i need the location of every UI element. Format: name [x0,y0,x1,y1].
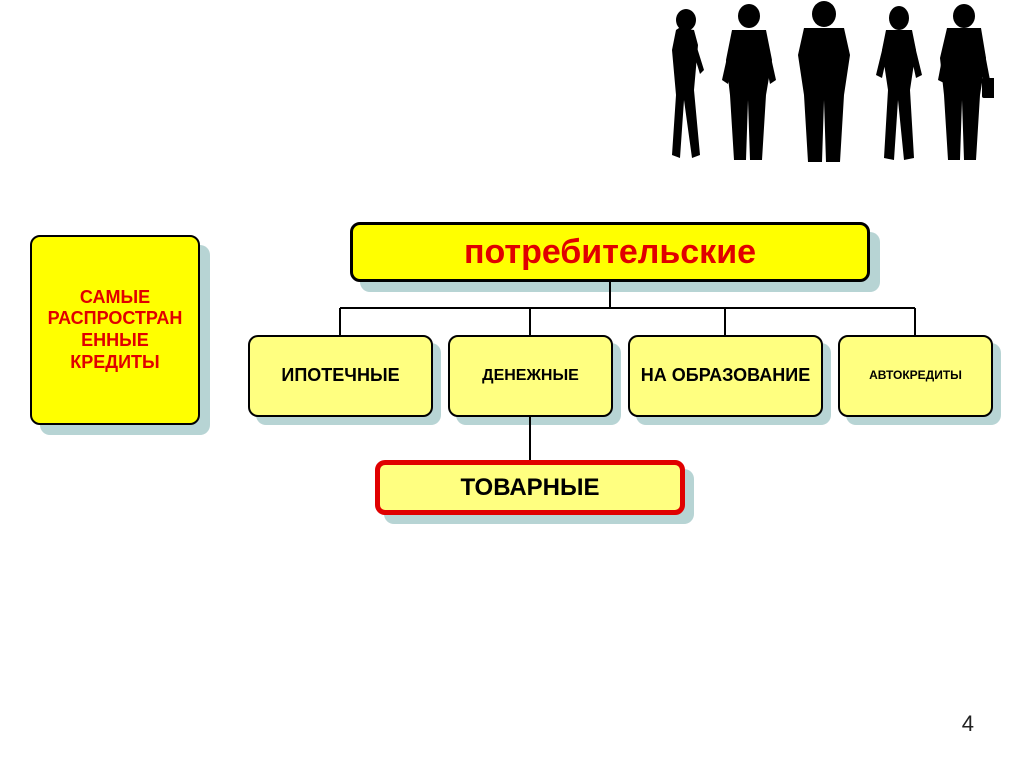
child-text-3: АВТОКРЕДИТЫ [869,369,962,382]
child-box-3: АВТОКРЕДИТЫ [838,335,993,417]
page-number: 4 [962,711,974,737]
root-box: потребительские [350,222,870,282]
child-box-1: ДЕНЕЖНЫЕ [448,335,613,417]
child-text-2: НА ОБРАЗОВАНИЕ [641,366,810,386]
business-people-silhouettes [654,0,994,165]
leaf-text: ТОВАРНЫЕ [460,474,599,502]
child-text-0: ИПОТЕЧНЫЕ [281,366,399,386]
child-box-0: ИПОТЕЧНЫЕ [248,335,433,417]
child-box-2: НА ОБРАЗОВАНИЕ [628,335,823,417]
root-text: потребительские [464,233,756,272]
child-text-1: ДЕНЕЖНЫЕ [482,367,579,385]
sidebar-text: САМЫЕ РАСПРОСТРАНЕННЫЕ КРЕДИТЫ [42,287,188,373]
sidebar-box: САМЫЕ РАСПРОСТРАНЕННЫЕ КРЕДИТЫ [30,235,200,425]
leaf-box: ТОВАРНЫЕ [375,460,685,515]
